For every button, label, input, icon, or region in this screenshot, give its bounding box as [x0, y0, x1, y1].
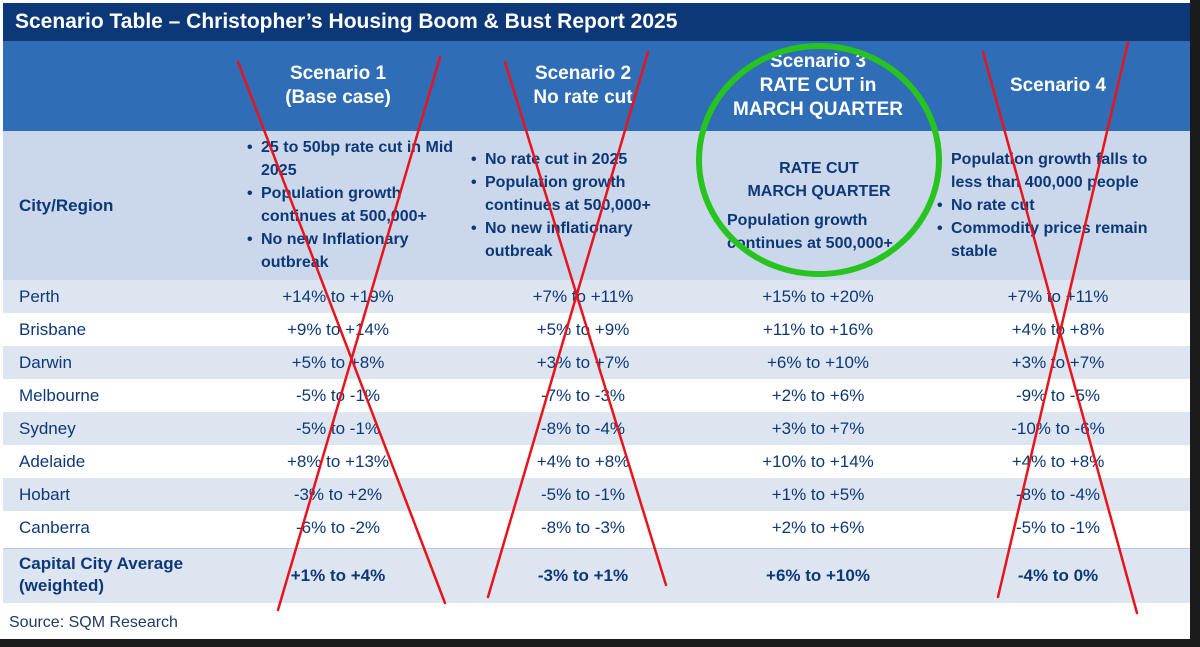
assumptions-row: City/Region 25 to 50bp rate cut in Mid 2…: [3, 131, 1190, 280]
scenario-3-value: +10% to +14%: [762, 452, 874, 471]
scenario-1-assumption: 25 to 50bp rate cut in Mid 2025: [247, 136, 462, 182]
scenario-2-value: -8% to -3%: [540, 518, 626, 537]
scenario-3-heading: RATE CUT MARCH QUARTER: [703, 157, 935, 203]
scenario-2-value: +4% to +8%: [536, 452, 630, 471]
scenario-3-assumption: Population growth continues at 500,000+: [713, 209, 938, 255]
scenario-1-title: Scenario 1: [289, 63, 387, 84]
city-name: Adelaide: [19, 452, 86, 471]
scenario-2-value: -7% to -3%: [540, 386, 626, 405]
table-row: Darwin +5% to +8% +3% to +7% +6% to +10%…: [3, 346, 1190, 379]
scenario-4-assumption: Population growth falls to less than 400…: [937, 148, 1182, 194]
scenario-3-subtitle-line2: MARCH QUARTER: [733, 99, 903, 120]
scenario-3-value: +2% to +6%: [771, 386, 865, 405]
city-name: Perth: [19, 287, 60, 306]
scenario-2-value: +5% to +9%: [536, 320, 630, 339]
scenario-4-value: -8% to -4%: [1015, 485, 1101, 504]
scenario-2-value: -8% to -4%: [540, 419, 626, 438]
scenario-4-value: +3% to +7%: [1011, 353, 1105, 372]
scenario-2-header: Scenario 2 No rate cut: [458, 41, 708, 131]
scenario-1-assumption: No new Inflationary outbreak: [247, 228, 462, 274]
city-name: Sydney: [19, 419, 76, 438]
scenario-4-value: +7% to +11%: [1007, 287, 1109, 306]
scenario-1-value: +9% to +14%: [286, 320, 390, 339]
capital-city-average-row: Capital City Average (weighted) +1% to +…: [3, 548, 1190, 603]
city-name: Canberra: [19, 518, 90, 537]
slide-title: Scenario Table – Christopher’s Housing B…: [3, 3, 1190, 41]
scenario-4-title: Scenario 4: [1009, 75, 1107, 96]
scenario-2-value: +7% to +11%: [532, 287, 634, 306]
scenario-2-value: +3% to +7%: [536, 353, 630, 372]
source-note: Source: SQM Research: [9, 614, 178, 631]
scenario-3-value: +3% to +7%: [771, 419, 865, 438]
scenario-4-header: Scenario 4: [933, 41, 1183, 131]
city-name: Hobart: [19, 485, 71, 504]
scenario-3-title: Scenario 3: [769, 51, 867, 72]
scenario-4-value: -9% to -5%: [1015, 386, 1101, 405]
scenario-3-value: +2% to +6%: [771, 518, 865, 537]
scenario-1-assumptions: 25 to 50bp rate cut in Mid 2025 Populati…: [247, 136, 462, 274]
scenario-3-subtitle-line1: RATE CUT in: [759, 75, 877, 96]
scenario-1-value: +8% to +13%: [286, 452, 390, 471]
table-row: Brisbane +9% to +14% +5% to +9% +11% to …: [3, 313, 1190, 346]
average-label-line1: Capital City Average: [19, 554, 184, 573]
scenario-1-value: -3% to +2%: [293, 485, 383, 504]
scenario-1-value: +5% to +8%: [291, 353, 385, 372]
scenario-3-heading-line2: MARCH QUARTER: [747, 183, 891, 200]
table-row: Sydney -5% to -1% -8% to -4% +3% to +7% …: [3, 412, 1190, 445]
scenario-3-value: +6% to +10%: [766, 353, 870, 372]
average-label-line2: (weighted): [19, 576, 104, 595]
scenario-header-row: Scenario 1 (Base case) Scenario 2 No rate …: [3, 41, 1190, 131]
scenario-2-average: -3% to +1%: [537, 566, 629, 585]
screen-border-bottom: [0, 639, 1200, 647]
scenario-1-value: +14% to +19%: [282, 287, 394, 306]
scenario-1-value: -5% to -1%: [295, 419, 381, 438]
city-name: Brisbane: [19, 320, 87, 339]
scenario-1-average: +1% to +4%: [290, 566, 386, 585]
scenario-3-assumptions: Population growth continues at 500,000+: [713, 209, 938, 255]
table-row: Melbourne -5% to -1% -7% to -3% +2% to +…: [3, 379, 1190, 412]
scenario-1-value: -5% to -1%: [295, 386, 381, 405]
scenario-2-assumption: No new inflationary outbreak: [471, 217, 686, 263]
table-row: Hobart -3% to +2% -5% to -1% +1% to +5% …: [3, 478, 1190, 511]
scenario-1-subtitle: (Base case): [285, 87, 391, 108]
scenario-3-heading-line1: RATE CUT: [779, 160, 859, 177]
scenario-4-average: -4% to 0%: [1017, 566, 1099, 585]
scenario-4-value: +4% to +8%: [1011, 452, 1105, 471]
scenario-2-title: Scenario 2: [534, 63, 632, 84]
scenario-4-assumption: No rate cut: [937, 194, 1182, 217]
scenario-3-average: +6% to +10%: [766, 566, 870, 585]
scenario-1-header: Scenario 1 (Base case): [213, 41, 463, 131]
scenario-3-value: +11% to +16%: [762, 320, 874, 339]
average-label: Capital City Average (weighted): [19, 553, 183, 597]
city-name: Melbourne: [19, 386, 100, 405]
table-row: Adelaide +8% to +13% +4% to +8% +10% to …: [3, 445, 1190, 478]
table-row: Canberra -6% to -2% -8% to -3% +2% to +6…: [3, 511, 1190, 544]
scenario-4-assumptions: Population growth falls to less than 400…: [937, 148, 1182, 263]
scenario-4-value: -5% to -1%: [1015, 518, 1101, 537]
scenario-3-value: +1% to +5%: [771, 485, 865, 504]
city-name: Darwin: [19, 353, 72, 372]
city-region-header: City/Region: [19, 195, 114, 215]
scenario-2-value: -5% to -1%: [540, 485, 626, 504]
table-row: Perth +14% to +19% +7% to +11% +15% to +…: [3, 280, 1190, 313]
scenario-4-assumption: Commodity prices remain stable: [937, 217, 1182, 263]
scenario-4-value: -10% to -6%: [1011, 419, 1105, 438]
scenario-2-assumption: No rate cut in 2025: [471, 148, 686, 171]
scenario-4-value: +4% to +8%: [1011, 320, 1105, 339]
screen-border-right: [1190, 0, 1200, 647]
scenario-2-assumption: Population growth continues at 500,000+: [471, 171, 686, 217]
scenario-2-subtitle: No rate cut: [533, 87, 633, 108]
scenario-3-value: +15% to +20%: [762, 287, 874, 306]
scenario-2-assumptions: No rate cut in 2025 Population growth co…: [471, 148, 686, 263]
scenario-1-value: -6% to -2%: [295, 518, 381, 537]
scenario-1-assumption: Population growth continues at 500,000+: [247, 182, 462, 228]
scenario-3-header: Scenario 3 RATE CUT in MARCH QUARTER: [693, 41, 943, 131]
